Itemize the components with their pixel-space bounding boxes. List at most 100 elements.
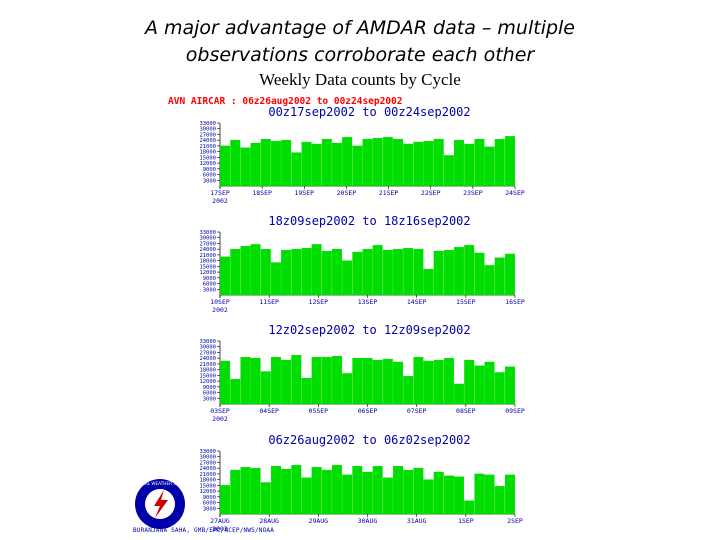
x-tick-label: 14SEP — [407, 298, 427, 306]
bar — [504, 136, 515, 187]
bar — [301, 477, 312, 515]
bar — [504, 253, 515, 296]
y-tick-label: 33000 — [199, 449, 216, 455]
y-tick-label: 33000 — [199, 121, 216, 127]
bar — [393, 466, 404, 515]
bar — [352, 145, 363, 187]
bar — [494, 257, 505, 296]
bar — [342, 474, 353, 515]
bar — [413, 141, 424, 187]
bar — [362, 471, 373, 515]
y-tick-label: 21000 — [199, 144, 216, 150]
bar — [301, 378, 312, 405]
bar — [413, 357, 424, 405]
y-tick-label: 18000 — [199, 368, 216, 374]
bar — [240, 467, 251, 515]
bar — [311, 357, 322, 405]
bar — [220, 256, 231, 296]
bar — [291, 152, 302, 187]
logo-text: NATIONAL WEATHER SERVICE — [129, 481, 191, 486]
y-tick-label: 3000 — [203, 287, 216, 293]
y-tick-label: 6000 — [203, 391, 216, 397]
bar — [260, 482, 271, 515]
y-tick-label: 27000 — [199, 350, 216, 356]
bar — [474, 365, 485, 405]
bar — [403, 376, 414, 405]
bar — [362, 248, 373, 296]
x-tick-label: 07SEP — [407, 407, 427, 415]
y-tick-label: 33000 — [199, 339, 216, 345]
y-tick-label: 24000 — [199, 466, 216, 472]
bar — [464, 143, 475, 187]
chart-subtitle: Weekly Data counts by Cycle — [259, 70, 461, 89]
bar — [311, 143, 322, 187]
slide-title-line-1: A major advantage of AMDAR data – multip… — [144, 17, 576, 39]
bar — [230, 378, 241, 405]
panel-title: 18z09sep2002 to 18z16sep2002 — [268, 214, 470, 228]
y-tick-label: 27000 — [199, 241, 216, 247]
bar — [311, 244, 322, 296]
x-tick-label: 29AUG — [309, 517, 329, 525]
x-tick-label: 20SEP — [337, 189, 357, 197]
bar — [423, 140, 434, 187]
bar — [260, 248, 271, 296]
bar — [362, 139, 373, 187]
bar — [433, 471, 444, 515]
y-tick-label: 15000 — [199, 264, 216, 270]
bar — [382, 477, 393, 515]
x-tick-label: 08SEP — [456, 407, 476, 415]
y-tick-label: 9000 — [203, 276, 216, 282]
bar — [240, 147, 251, 187]
x-tick-label: 2SEP — [507, 517, 523, 525]
y-tick-label: 9000 — [203, 495, 216, 501]
logo-bolt — [154, 490, 168, 518]
y-tick-label: 15000 — [199, 373, 216, 379]
bar — [321, 469, 332, 515]
bar — [433, 139, 444, 187]
slide-title-line-2: observations corroborate each other — [185, 44, 535, 66]
chart-panel-4: 06z26aug2002 to 06z02sep2002 330003000027… — [199, 433, 522, 533]
chart-panel-2: 18z09sep2002 to 18z16sep2002 330003000027… — [199, 214, 524, 314]
x-tick-label: 22SEP — [421, 189, 441, 197]
x-tick-label: 03SEP — [210, 407, 230, 415]
bar — [240, 246, 251, 296]
bar — [423, 360, 434, 405]
bar — [291, 465, 302, 515]
bar — [291, 355, 302, 405]
bar — [220, 485, 231, 515]
bar — [250, 467, 261, 515]
x-tick-label: 12SEP — [309, 298, 329, 306]
bar — [423, 479, 434, 515]
y-tick-label: 3000 — [203, 506, 216, 512]
y-tick-label: 30000 — [199, 455, 216, 461]
bar — [250, 142, 261, 187]
bar — [443, 155, 454, 187]
bar — [494, 372, 505, 405]
x-tick-label: 30AUG — [358, 517, 378, 525]
bar — [433, 359, 444, 405]
x-tick-label: 28AUG — [259, 517, 279, 525]
y-tick-label: 27000 — [199, 460, 216, 466]
bar — [372, 138, 383, 187]
y-tick-label: 24000 — [199, 138, 216, 144]
bar — [270, 262, 281, 296]
y-tick-label: 30000 — [199, 236, 216, 242]
bar — [484, 265, 495, 296]
x-tick-label: 31AUG — [407, 517, 427, 525]
bar — [270, 140, 281, 187]
bar — [403, 143, 414, 187]
bar — [331, 356, 342, 405]
x-tick-label: 09SEP — [505, 407, 525, 415]
bar — [474, 252, 485, 296]
bar — [230, 139, 241, 187]
y-tick-label: 18000 — [199, 259, 216, 265]
nws-logo-icon: NATIONAL WEATHER SERVICE — [129, 479, 191, 529]
bar — [403, 248, 414, 296]
bar — [474, 473, 485, 515]
panel-title: 06z26aug2002 to 06z02sep2002 — [268, 433, 470, 447]
y-tick-label: 6000 — [203, 173, 216, 179]
x-tick-label: 06SEP — [358, 407, 378, 415]
bar — [403, 469, 414, 515]
bar — [484, 474, 495, 515]
x-tick-label: 24SEP — [505, 189, 525, 197]
